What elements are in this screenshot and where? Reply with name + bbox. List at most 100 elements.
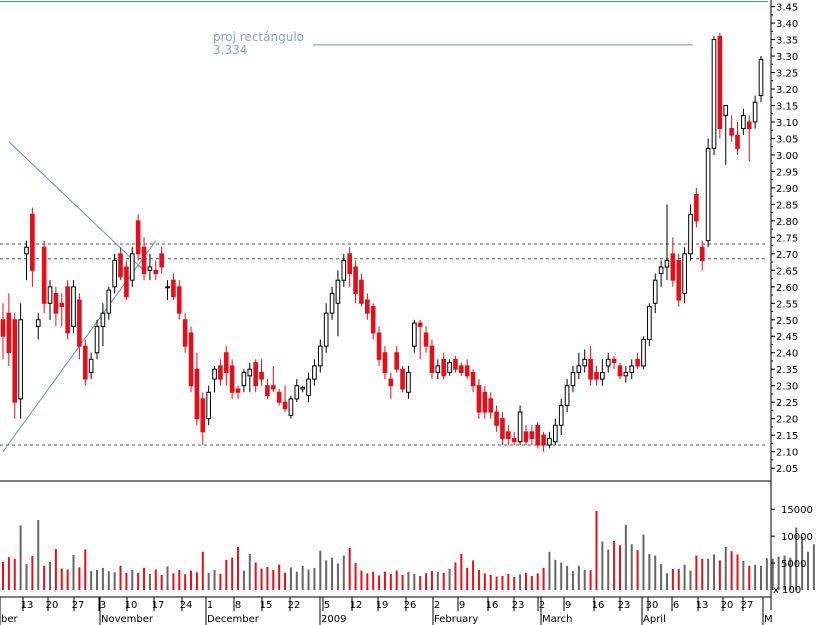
price-tick-label: 3.40 bbox=[776, 19, 798, 30]
candle-body bbox=[464, 365, 470, 377]
candle-body bbox=[270, 385, 276, 390]
candle-body bbox=[523, 431, 529, 443]
candle-body bbox=[171, 279, 176, 298]
candle-body bbox=[488, 398, 494, 413]
month-label: December bbox=[207, 614, 260, 625]
candle-body bbox=[259, 372, 264, 380]
candle-body bbox=[300, 386, 305, 390]
day-label: 23 bbox=[512, 600, 525, 611]
candle-body bbox=[182, 319, 188, 347]
candle-body bbox=[758, 58, 764, 97]
volume-unit-label: x 100 bbox=[773, 585, 801, 596]
day-label: 17 bbox=[152, 600, 165, 611]
day-label: 27 bbox=[741, 600, 754, 611]
candle-body bbox=[694, 193, 699, 222]
month-label: 2009 bbox=[321, 614, 346, 625]
candle-body bbox=[200, 398, 206, 433]
candle-body bbox=[329, 292, 335, 314]
candle-body bbox=[59, 302, 65, 308]
candle-body bbox=[717, 35, 723, 130]
day-label: 2 bbox=[539, 600, 545, 611]
candle-body bbox=[124, 266, 129, 298]
candle-body bbox=[500, 418, 505, 439]
candle-body bbox=[306, 378, 311, 397]
candle-body bbox=[312, 365, 317, 380]
day-label: 24 bbox=[180, 600, 193, 611]
price-tick-label: 2.55 bbox=[776, 299, 798, 310]
candle-body bbox=[382, 352, 388, 374]
day-label: 20 bbox=[46, 600, 59, 611]
day-label: 13 bbox=[21, 600, 34, 611]
month-label: April bbox=[643, 614, 666, 625]
candle-body bbox=[112, 259, 117, 288]
candle-body bbox=[0, 319, 6, 337]
candle-body bbox=[735, 134, 740, 149]
candle-body bbox=[647, 306, 652, 341]
candle-body bbox=[641, 339, 646, 367]
candle-body bbox=[41, 246, 47, 304]
day-label: 10 bbox=[125, 600, 138, 611]
candle-body bbox=[82, 345, 88, 380]
candle-body bbox=[212, 368, 217, 380]
price-tick-label: 2.45 bbox=[776, 332, 798, 343]
candle-body bbox=[317, 345, 323, 367]
price-tick-label: 3.45 bbox=[776, 3, 798, 14]
candle-body bbox=[353, 266, 358, 294]
candle-body bbox=[77, 299, 82, 347]
candle-body bbox=[129, 253, 135, 281]
candle-body bbox=[535, 424, 541, 446]
candle-body bbox=[235, 388, 241, 393]
day-label: 9 bbox=[565, 600, 571, 611]
candle-body bbox=[106, 289, 112, 314]
candle-body bbox=[517, 411, 523, 443]
day-label: 16 bbox=[592, 600, 605, 611]
projection-annotation: proj rectángulo 3.334 bbox=[213, 30, 304, 57]
candle-body bbox=[394, 352, 400, 370]
day-label: 23 bbox=[618, 600, 631, 611]
candle-body bbox=[506, 431, 511, 439]
month-label: February bbox=[434, 614, 478, 625]
candle-body bbox=[71, 286, 76, 327]
candle-body bbox=[335, 279, 341, 304]
trendline-triangle-upper bbox=[8, 141, 145, 271]
price-tick-label: 2.35 bbox=[776, 365, 798, 376]
candle-body bbox=[429, 345, 435, 374]
day-label: 13 bbox=[696, 600, 709, 611]
candle-body bbox=[594, 372, 599, 380]
candle-body bbox=[459, 365, 464, 374]
candle-body bbox=[541, 434, 546, 446]
candle-body bbox=[470, 372, 476, 387]
candle-body bbox=[229, 365, 235, 393]
candle-body bbox=[417, 322, 423, 327]
candle-body bbox=[664, 259, 670, 268]
day-label: 22 bbox=[288, 600, 301, 611]
candle-body bbox=[600, 372, 605, 380]
candle-body bbox=[682, 253, 687, 294]
price-tick-label: 2.95 bbox=[776, 167, 798, 178]
price-tick-label: 2.30 bbox=[776, 382, 798, 393]
candle-body bbox=[188, 332, 194, 387]
candle-body bbox=[494, 411, 499, 426]
candle-body bbox=[635, 358, 640, 367]
candle-body bbox=[723, 104, 729, 116]
day-label: 1 bbox=[207, 600, 213, 611]
candle-body bbox=[265, 385, 270, 397]
candle-body bbox=[564, 385, 570, 406]
candle-body bbox=[658, 266, 664, 275]
candle-body bbox=[12, 319, 18, 403]
month-label: ber bbox=[1, 614, 19, 625]
candle-body bbox=[253, 362, 258, 387]
candle-body bbox=[558, 404, 564, 426]
candle-body bbox=[699, 246, 705, 261]
day-label: 20 bbox=[721, 600, 734, 611]
candle-body bbox=[88, 358, 94, 374]
candle-body bbox=[6, 312, 12, 354]
candle-body bbox=[370, 306, 376, 334]
candle-body bbox=[441, 358, 447, 377]
price-tick-label: 2.90 bbox=[776, 184, 798, 195]
candle-body bbox=[35, 319, 41, 327]
day-label: 8 bbox=[235, 600, 241, 611]
candle-body bbox=[247, 368, 253, 377]
volume-panel bbox=[2, 510, 815, 590]
day-label: 12 bbox=[350, 600, 363, 611]
